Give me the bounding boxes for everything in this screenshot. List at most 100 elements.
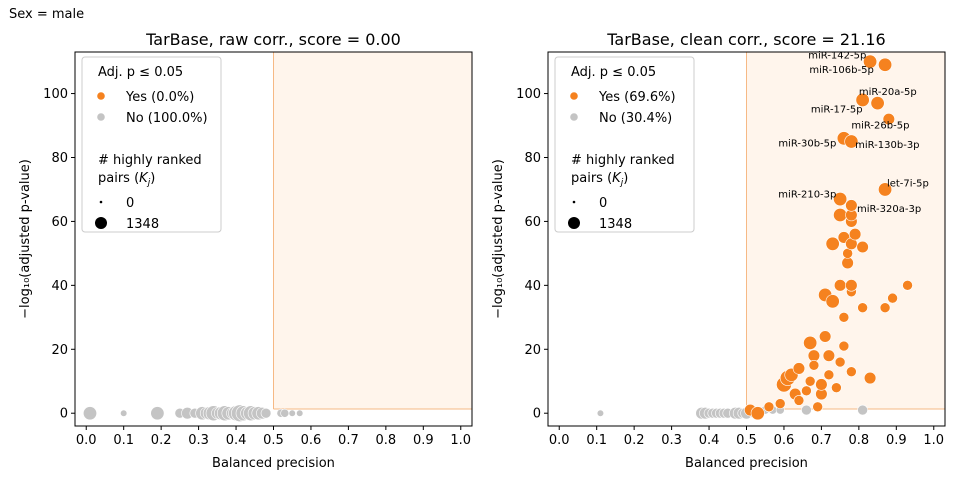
legend-box [554,56,695,233]
data-point [887,292,898,304]
panel-title: TarBase, clean corr., score = 21.16 [606,30,885,49]
data-point [807,349,821,362]
legend: Adj. p ≤ 0.05 Yes (69.6%) No (30.4%) # high… [554,56,695,233]
points-layer [82,404,304,422]
data-point [150,406,165,421]
data-point [825,236,840,251]
x-tick-label: 0.5 [263,433,284,448]
data-point [878,57,893,72]
data-point [822,349,836,362]
x-tick-label: 0.3 [661,433,682,448]
data-point [855,92,870,107]
data-point [863,371,877,385]
data-point [823,369,835,381]
x-tick-label: 0.2 [151,433,172,448]
point-annotation: miR-210-3p [778,189,836,200]
legend-item-yes: Yes (0.0%) [125,90,194,105]
significance-region [273,52,472,410]
legend-marker-no [97,113,105,121]
point-annotation: let-7i-5p [887,178,929,189]
legend-item-no: No (30.4%) [599,111,672,126]
data-point [831,382,842,393]
data-point [120,409,128,417]
x-tick-label: 0.5 [736,433,757,448]
data-point [834,356,846,368]
legend-size-title-2: pairs (Kj) [571,171,628,188]
legend-size-title: # highly ranked [98,153,202,168]
y-tick-label: 0 [533,407,541,422]
data-point [774,398,786,409]
y-tick-label: 20 [524,343,541,358]
data-point [808,359,820,371]
legend: Adj. p ≤ 0.05 Yes (0.0%) No (100.0%) # high… [81,56,222,233]
legend-size-marker-large [568,217,580,229]
legend-size-item-0: 0 [126,196,134,211]
point-annotation: miR-130b-3p [855,140,919,151]
x-tick-label: 0.8 [376,433,397,448]
x-tick-label: 0.1 [586,433,607,448]
data-point [801,404,812,416]
points-layer [596,54,913,421]
data-point [833,279,847,292]
legend-size-title: # highly ranked [571,153,675,168]
data-point [815,378,828,391]
data-point [863,54,878,69]
panel-raw-corr: 0.0 0.1 0.2 0.3 0.4 0.5 0.6 0.7 0.8 0.9 1.0 0 20 40 60… [18,30,473,471]
legend-item-no: No (100.0%) [126,111,208,126]
point-annotation: miR-20a-5p [859,87,917,98]
data-point [793,395,805,406]
y-tick-label: 40 [524,279,541,294]
x-tick-label: 0.1 [113,433,134,448]
legend-item-yes: Yes (69.6%) [598,90,676,105]
data-point [82,406,97,421]
data-point [260,407,272,419]
data-point [848,228,862,241]
point-annotation: miR-17-5p [811,105,863,116]
legend-size-marker-small [99,200,103,204]
panel-title: TarBase, raw corr., score = 0.00 [145,30,401,49]
x-tick-label: 0.0 [76,433,97,448]
x-tick-label: 0.4 [226,433,247,448]
x-tick-label: 0.6 [301,433,322,448]
x-tick-label: 0.6 [774,433,795,448]
data-point [870,96,885,111]
point-annotation: miR-142-5p [808,50,866,61]
y-tick-label: 0 [60,407,68,422]
data-point [856,240,869,254]
y-tick-label: 60 [524,215,541,230]
legend-size-marker-small [572,200,576,204]
data-point [803,335,818,350]
data-point [902,280,913,291]
data-point [280,408,290,418]
data-point [845,279,858,292]
x-axis-label: Balanced precision [685,456,808,471]
legend-box [81,56,222,233]
y-tick-label: 100 [43,87,68,102]
y-tick-label: 80 [51,151,68,166]
x-tick-label: 0.9 [886,433,907,448]
panel-clean-corr: miR-142-5p miR-106b-5p miR-20a-5p miR-17-5p… [491,30,946,471]
x-tick-label: 0.8 [849,433,870,448]
legend-size-marker-large [95,217,107,229]
data-point [844,134,859,149]
legend-marker-yes [570,92,578,100]
data-point [841,256,854,270]
data-point [838,312,850,323]
x-tick-label: 1.0 [923,433,944,448]
y-axis-label: −log₁₀(adjusted p-value) [491,159,506,319]
data-point [819,330,832,343]
figure-suptitle: Sex = male [9,7,85,22]
x-tick-label: 0.3 [188,433,209,448]
x-axis-label: Balanced precision [212,456,335,471]
y-tick-label: 60 [51,215,68,230]
data-point [825,294,840,309]
data-point [596,409,605,417]
data-point [812,401,823,413]
data-point [801,385,812,397]
data-point [882,112,895,126]
legend-title: Adj. p ≤ 0.05 [571,65,656,80]
y-tick-label: 40 [51,279,68,294]
data-point [833,208,848,223]
legend-title: Adj. p ≤ 0.05 [98,65,183,80]
